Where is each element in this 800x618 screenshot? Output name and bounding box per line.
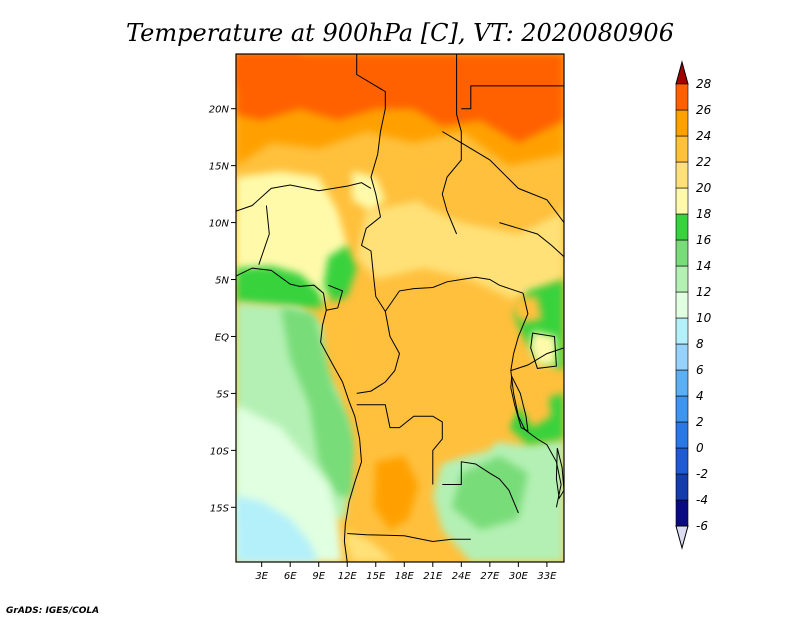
colorbar-label: 0 [696, 441, 704, 455]
x-tick-label: 27E [480, 571, 500, 582]
temperature-field [236, 54, 564, 562]
colorbar-box [675, 473, 689, 501]
y-tick-label: EQ [215, 332, 229, 343]
colorbar-box [675, 83, 689, 111]
colorbar-max-triangle [675, 60, 689, 85]
colorbar-label: 18 [696, 207, 712, 221]
x-tick-label: 6E [284, 571, 297, 582]
x-tick-label: 12E [338, 571, 358, 582]
x-tick-label: 21E [423, 571, 443, 582]
chart-title: Temperature at 900hPa [C], VT: 202008090… [126, 19, 674, 47]
colorbar-label: 22 [696, 155, 711, 169]
colorbar-box [675, 265, 689, 293]
field-region-lake-victoria [529, 330, 557, 365]
colorbar-box [675, 135, 689, 163]
colorbar-box [675, 343, 689, 371]
border-line-2 [356, 54, 386, 312]
plot-area [236, 54, 564, 562]
x-tick-label: 18E [395, 571, 415, 582]
border-line-15 [258, 205, 270, 265]
colorbar-label: 10 [696, 311, 712, 325]
x-axis: 3E 6E 9E 12E 15E 18E 21E 24E 27E 30E 33E [255, 562, 557, 582]
border-line-5 [461, 85, 564, 110]
border-line-11 [442, 461, 519, 514]
colorbar-label: 26 [696, 103, 712, 117]
y-tick-label: 5N [215, 276, 229, 287]
field-region-east-rift-warm [518, 370, 552, 428]
field-region-sudan-warm [413, 165, 564, 234]
border-line-10 [347, 533, 471, 543]
field-region-ocean-coast [280, 306, 357, 496]
border-line-14 [236, 182, 372, 212]
colorbar-box [675, 395, 689, 423]
border-line-6 [356, 311, 401, 394]
field-region-cameroon-highland [323, 245, 357, 303]
colorbar-box [675, 239, 689, 267]
field-region-zambia-mid [451, 456, 528, 531]
colorbar-box [675, 421, 689, 449]
field-region-sahara-west-hot [236, 54, 300, 92]
plot-frame [235, 53, 565, 563]
y-tick-label: 20N [209, 105, 230, 116]
colorbar-box [675, 213, 689, 241]
colorbar-label: 16 [696, 233, 712, 247]
colorbar-label: 8 [696, 337, 704, 351]
colorbar-box [675, 187, 689, 215]
border-line-3 [384, 276, 524, 312]
x-tick-label: 15E [366, 571, 386, 582]
border-line-1 [236, 267, 363, 562]
colorbar-box [675, 161, 689, 189]
field-region-uganda-hot [513, 296, 543, 323]
border-line-7 [510, 293, 529, 431]
field-region-west-africa-coast [236, 265, 324, 308]
colorbar-box [675, 317, 689, 345]
colorbar-label: -4 [696, 493, 708, 507]
lake-outline-2 [510, 374, 529, 432]
field-region-congo-core [390, 347, 471, 439]
y-tick-label: 5S [216, 389, 229, 400]
field-region-namibia-mix [345, 530, 395, 562]
colorbar-box [675, 499, 689, 527]
lake-outline-1 [530, 332, 557, 369]
border-line-16 [442, 131, 564, 223]
field-region-benguela-cold [236, 495, 319, 562]
x-tick-label: 3E [255, 571, 268, 582]
field-region-angola-plateau-hot [373, 456, 419, 531]
colorbar-label: 24 [696, 129, 711, 143]
x-tick-label: 33E [537, 571, 557, 582]
y-tick-label: 15N [209, 162, 230, 173]
colorbar-box [675, 447, 689, 475]
colorbar-label: 12 [696, 285, 711, 299]
border-line-13 [326, 284, 344, 311]
border-line-17 [499, 222, 564, 258]
colorbar-box [675, 369, 689, 397]
colorbar-label: 4 [696, 389, 704, 403]
y-tick-label: 10N [209, 219, 230, 230]
lake-outline-3 [555, 447, 564, 500]
y-tick-label: 15S [210, 503, 230, 514]
border-line-12 [356, 404, 443, 485]
colorbar-min-triangle [675, 525, 689, 550]
colorbar-box [675, 291, 689, 319]
colorbar-label: 14 [696, 259, 711, 273]
colorbar-label: 20 [696, 181, 712, 195]
colorbar-label: 28 [696, 77, 712, 91]
credit-text: GrADS: IGES/COLA [6, 606, 99, 616]
colorbar-box [675, 109, 689, 137]
y-tick-label: 10S [210, 446, 230, 457]
colorbar-label: 2 [696, 415, 704, 429]
x-tick-label: 9E [312, 571, 325, 582]
x-tick-label: 30E [509, 571, 529, 582]
x-tick-label: 24E [452, 571, 472, 582]
field-region-sahara-core [236, 54, 564, 143]
y-axis: 20N 15N 10N 5N EQ 5S 10S 15S [209, 105, 236, 514]
colorbar-label: -2 [696, 467, 708, 481]
colorbar-label: -6 [696, 519, 708, 533]
country-borders [236, 54, 564, 562]
border-line-4 [441, 54, 462, 235]
colorbar-label: 6 [696, 363, 704, 377]
border-line-9 [524, 429, 562, 508]
